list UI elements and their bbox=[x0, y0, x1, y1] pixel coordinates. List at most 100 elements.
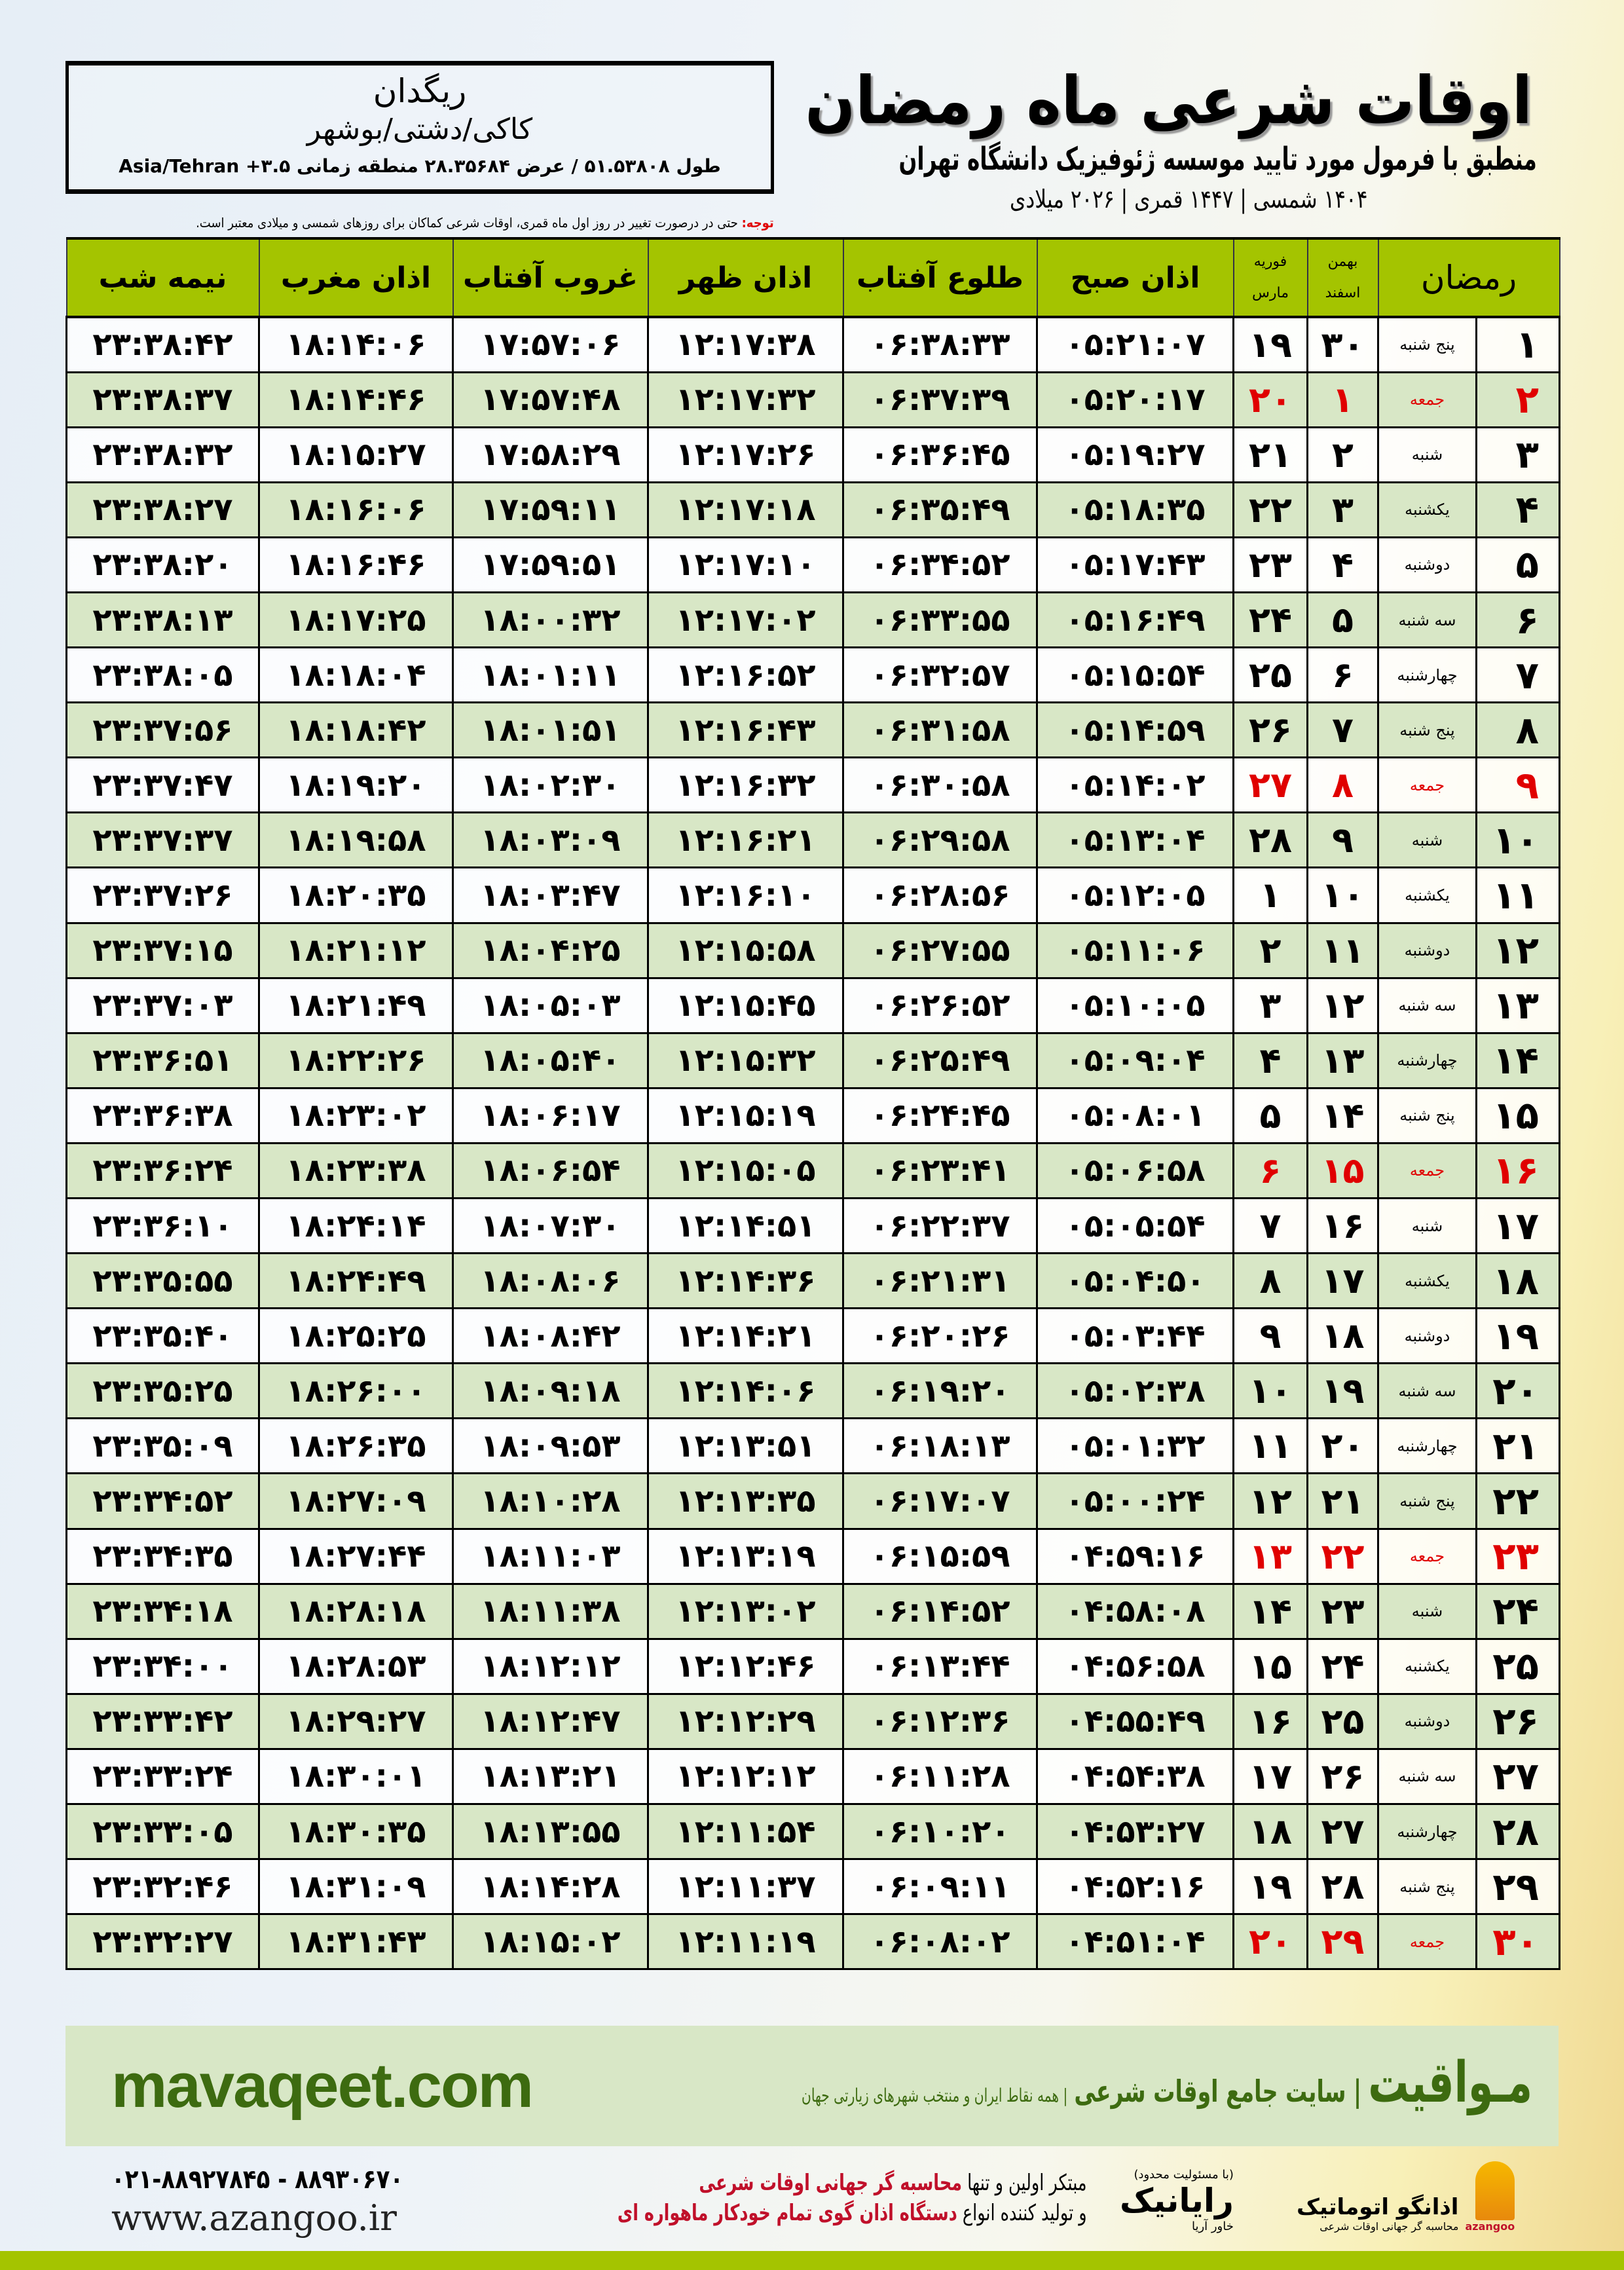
shamsi-day: ۱۹ bbox=[1306, 1362, 1379, 1420]
midnight-time: ۲۳:۳۳:۴۲ bbox=[65, 1692, 260, 1750]
table-row: ۲ جمعه ۱ ۲۰ ۰۵:۲۰:۱۷ ۰۶:۳۷:۳۹ ۱۲:۱۷:۳۲ ۱۷:۵۷:۴۸… bbox=[65, 371, 1560, 428]
sunset-time: ۱۸:۰۴:۲۵ bbox=[452, 921, 649, 979]
weekday: دوشنبه bbox=[1377, 921, 1477, 979]
fajr-time: ۰۵:۰۱:۳۲ bbox=[1036, 1417, 1234, 1475]
shamsi-day: ۱۳ bbox=[1306, 1032, 1379, 1089]
midnight-time: ۲۳:۳۷:۳۷ bbox=[65, 811, 260, 869]
shamsi-day: ۲۷ bbox=[1306, 1803, 1379, 1861]
azangoo-name: اذانگو اتوماتیک bbox=[1297, 2194, 1459, 2220]
sunset-time: ۱۸:۱۲:۱۲ bbox=[452, 1637, 649, 1695]
mavaqeet-link[interactable]: mavaqeet.com bbox=[111, 2051, 534, 2121]
weekday: جمعه bbox=[1377, 1913, 1477, 1971]
weekday: پنج شنبه bbox=[1377, 316, 1477, 373]
sunset-time: ۱۸:۰۶:۱۷ bbox=[452, 1087, 649, 1144]
sunset-time: ۱۸:۱۳:۵۵ bbox=[452, 1803, 649, 1861]
dhuhr-time: ۱۲:۱۲:۱۲ bbox=[647, 1747, 844, 1806]
table-row: ۱۵ پنج شنبه ۱۴ ۵ ۰۵:۰۸:۰۱ ۰۶:۲۴:۴۵ ۱۲:۱۵:۱۹ ۱۸:… bbox=[65, 1087, 1560, 1144]
header-fajr: اذان صبح bbox=[1036, 237, 1234, 318]
sunrise-time: ۰۶:۳۵:۴۹ bbox=[842, 481, 1038, 538]
table-header: رمضان بهمن اسفند فوریه مارس اذان صبح طلوع … bbox=[65, 237, 1560, 318]
table-row: ۱۱ یکشنبه ۱۰ ۱ ۰۵:۱۲:۰۵ ۰۶:۲۸:۵۶ ۱۲:۱۶:۱۰ ۱۸:۰۳… bbox=[65, 866, 1560, 924]
ramadan-day: ۲ bbox=[1475, 371, 1560, 428]
midnight-time: ۲۳:۳۵:۰۹ bbox=[65, 1417, 260, 1475]
miladi-day: ۲۴ bbox=[1232, 591, 1308, 649]
weekday: شنبه bbox=[1377, 426, 1477, 483]
table-row: ۳ شنبه ۲ ۲۱ ۰۵:۱۹:۲۷ ۰۶:۳۶:۴۵ ۱۲:۱۷:۲۶ ۱۷:۵۸:۲۹… bbox=[65, 426, 1560, 483]
header-miladi: فوریه مارس bbox=[1232, 237, 1308, 318]
maghrib-time: ۱۸:۲۸:۵۳ bbox=[258, 1637, 454, 1695]
coordinates: طول ۵۱.۵۳۸۰۸ / عرض ۲۸.۳۵۶۸۴ منطقه زمانی … bbox=[119, 155, 721, 177]
fajr-time: ۰۵:۰۲:۳۸ bbox=[1036, 1362, 1234, 1420]
dhuhr-time: ۱۲:۱۲:۲۹ bbox=[647, 1692, 844, 1750]
ramadan-day: ۹ bbox=[1475, 756, 1560, 814]
ramadan-day: ۱۸ bbox=[1475, 1252, 1560, 1310]
sunrise-time: ۰۶:۰۹:۱۱ bbox=[842, 1858, 1038, 1916]
sunrise-time: ۰۶:۱۳:۴۴ bbox=[842, 1637, 1038, 1695]
sunset-time: ۱۸:۱۱:۰۳ bbox=[452, 1527, 649, 1585]
miladi-day: ۲۸ bbox=[1232, 811, 1308, 869]
dhuhr-time: ۱۲:۱۶:۲۱ bbox=[647, 811, 844, 869]
ramadan-day: ۱۰ bbox=[1475, 811, 1560, 869]
miladi-day: ۲۳ bbox=[1232, 536, 1308, 593]
dhuhr-time: ۱۲:۱۷:۳۲ bbox=[647, 371, 844, 428]
sunset-time: ۱۸:۱۱:۳۸ bbox=[452, 1582, 649, 1640]
table-row: ۲۱ چهارشنبه ۲۰ ۱۱ ۰۵:۰۱:۳۲ ۰۶:۱۸:۱۳ ۱۲:۱۳:۵۱ ۱۸… bbox=[65, 1417, 1560, 1475]
midnight-time: ۲۳:۳۸:۳۷ bbox=[65, 371, 260, 428]
maghrib-time: ۱۸:۱۹:۵۸ bbox=[258, 811, 454, 869]
shamsi-day: ۲۶ bbox=[1306, 1747, 1379, 1806]
weekday: جمعه bbox=[1377, 1527, 1477, 1585]
ramadan-day: ۳۰ bbox=[1475, 1913, 1560, 1971]
sunset-time: ۱۸:۱۵:۰۲ bbox=[452, 1913, 649, 1971]
maghrib-time: ۱۸:۲۷:۴۴ bbox=[258, 1527, 454, 1585]
table-row: ۸ پنج شنبه ۷ ۲۶ ۰۵:۱۴:۵۹ ۰۶:۳۱:۵۸ ۱۲:۱۶:۴۳ ۱۸:۰… bbox=[65, 701, 1560, 759]
midnight-time: ۲۳:۳۷:۴۷ bbox=[65, 756, 260, 814]
maghrib-time: ۱۸:۳۱:۴۳ bbox=[258, 1913, 454, 1971]
maghrib-time: ۱۸:۱۹:۲۰ bbox=[258, 756, 454, 814]
midnight-time: ۲۳:۳۶:۲۴ bbox=[65, 1142, 260, 1200]
shamsi-day: ۱۲ bbox=[1306, 977, 1379, 1034]
miladi-day: ۵ bbox=[1232, 1087, 1308, 1144]
miladi-day: ۱۹ bbox=[1232, 1858, 1308, 1916]
fajr-time: ۰۵:۱۳:۰۴ bbox=[1036, 811, 1234, 869]
maghrib-time: ۱۸:۲۱:۴۹ bbox=[258, 977, 454, 1034]
sunrise-time: ۰۶:۱۰:۲۰ bbox=[842, 1803, 1038, 1861]
miladi-day: ۲ bbox=[1232, 921, 1308, 979]
maghrib-time: ۱۸:۲۹:۲۷ bbox=[258, 1692, 454, 1750]
header-dhuhr: اذان ظهر bbox=[647, 237, 844, 318]
azangoo-link[interactable]: www.azangoo.ir bbox=[111, 2197, 397, 2239]
rayanik-sub: خاور آریا bbox=[1191, 2220, 1234, 2233]
ramadan-day: ۲۷ bbox=[1475, 1747, 1560, 1806]
shamsi-day: ۲۴ bbox=[1306, 1637, 1379, 1695]
fajr-time: ۰۴:۵۵:۴۹ bbox=[1036, 1692, 1234, 1750]
maghrib-time: ۱۸:۱۶:۴۶ bbox=[258, 536, 454, 593]
ramadan-day: ۱۶ bbox=[1475, 1142, 1560, 1200]
midnight-time: ۲۳:۳۷:۱۵ bbox=[65, 921, 260, 979]
shamsi-day: ۱۵ bbox=[1306, 1142, 1379, 1200]
header-midnight: نیمه شب bbox=[65, 237, 260, 318]
ramadan-day: ۲۹ bbox=[1475, 1858, 1560, 1916]
midnight-time: ۲۳:۳۸:۲۰ bbox=[65, 536, 260, 593]
ramadan-day: ۱۵ bbox=[1475, 1087, 1560, 1144]
ramadan-day: ۱۴ bbox=[1475, 1032, 1560, 1089]
sunset-time: ۱۸:۰۱:۵۱ bbox=[452, 701, 649, 759]
maghrib-time: ۱۸:۲۲:۲۶ bbox=[258, 1032, 454, 1089]
fajr-time: ۰۵:۱۹:۲۷ bbox=[1036, 426, 1234, 483]
sunrise-time: ۰۶:۳۷:۳۹ bbox=[842, 371, 1038, 428]
sunrise-time: ۰۶:۳۱:۵۸ bbox=[842, 701, 1038, 759]
table-row: ۱۳ سه شنبه ۱۲ ۳ ۰۵:۱۰:۰۵ ۰۶:۲۶:۵۲ ۱۲:۱۵:۴۵ ۱۸:۰… bbox=[65, 977, 1560, 1034]
maghrib-time: ۱۸:۲۸:۱۸ bbox=[258, 1582, 454, 1640]
miladi-day: ۱۱ bbox=[1232, 1417, 1308, 1475]
sunrise-time: ۰۶:۲۹:۵۸ bbox=[842, 811, 1038, 869]
table-row: ۲۷ سه شنبه ۲۶ ۱۷ ۰۴:۵۴:۳۸ ۰۶:۱۱:۲۸ ۱۲:۱۲:۱۲ ۱۸:… bbox=[65, 1747, 1560, 1806]
ramadan-day: ۱۳ bbox=[1475, 977, 1560, 1034]
weekday: یکشنبه bbox=[1377, 866, 1477, 924]
fajr-time: ۰۵:۱۱:۰۶ bbox=[1036, 921, 1234, 979]
shamsi-day: ۱۱ bbox=[1306, 921, 1379, 979]
ramadan-day: ۲۲ bbox=[1475, 1472, 1560, 1530]
dhuhr-time: ۱۲:۱۴:۵۱ bbox=[647, 1197, 844, 1255]
miladi-day: ۱۸ bbox=[1232, 1803, 1308, 1861]
dhuhr-time: ۱۲:۱۱:۱۹ bbox=[647, 1913, 844, 1971]
maghrib-time: ۱۸:۲۶:۰۰ bbox=[258, 1362, 454, 1420]
table-row: ۱۸ یکشنبه ۱۷ ۸ ۰۵:۰۴:۵۰ ۰۶:۲۱:۳۱ ۱۲:۱۴:۳۶ ۱۸:۰۸… bbox=[65, 1252, 1560, 1310]
shamsi-day: ۳ bbox=[1306, 481, 1379, 538]
